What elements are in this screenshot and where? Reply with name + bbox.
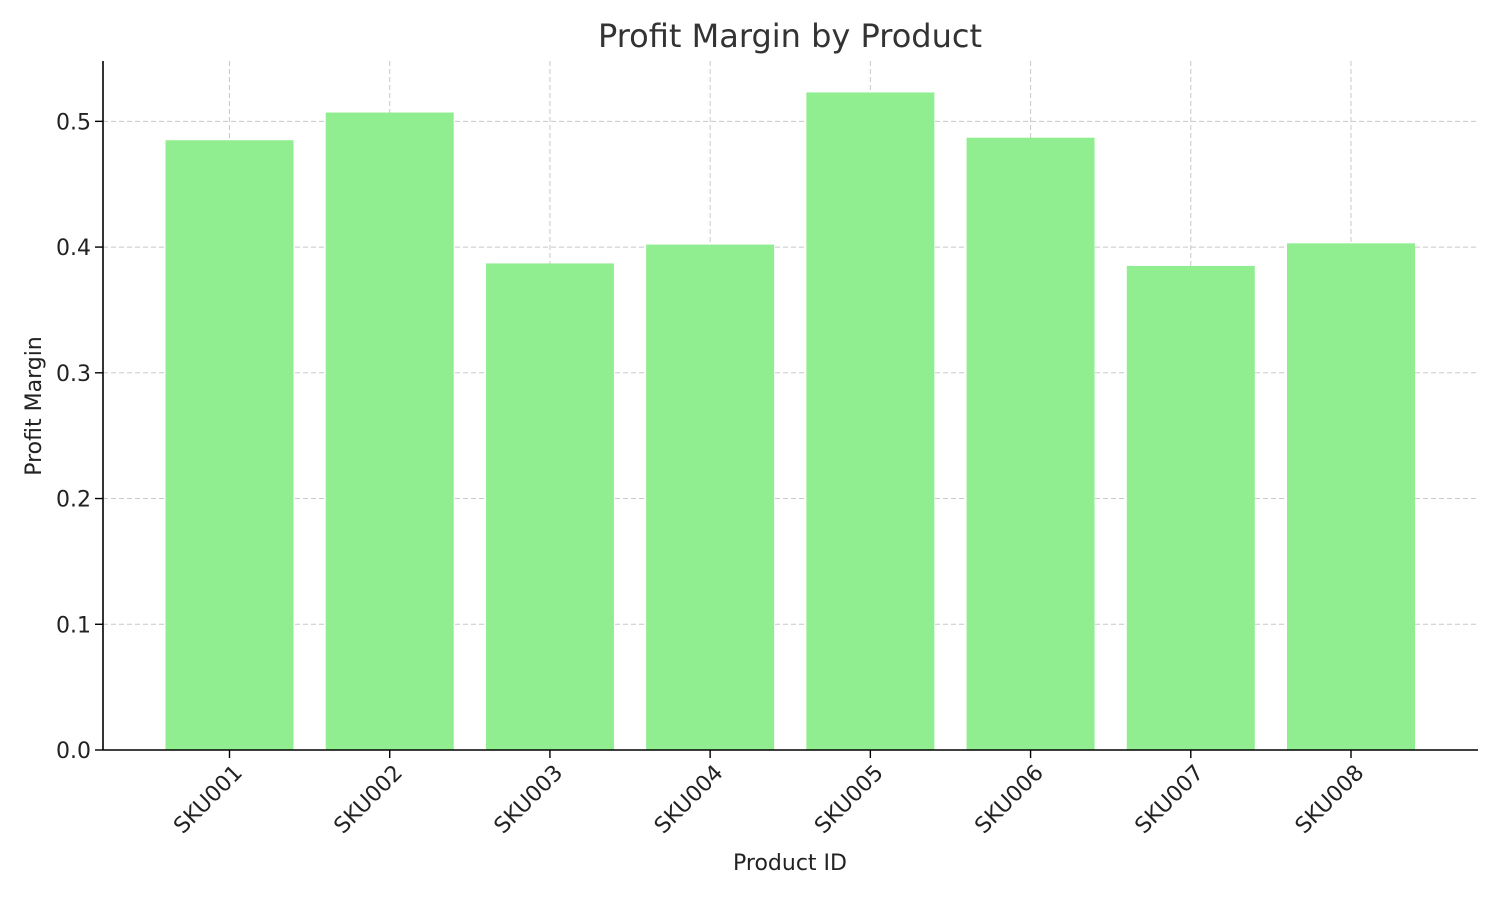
- chart-title: Profit Margin by Product: [598, 17, 982, 55]
- x-tick-label: SKU005: [810, 761, 888, 839]
- bar-sku007: [1126, 265, 1255, 750]
- x-tick-label: SKU004: [650, 761, 728, 839]
- bar-sku003: [485, 263, 614, 750]
- x-axis-label: Product ID: [733, 851, 847, 876]
- x-tick-label: SKU008: [1291, 761, 1369, 839]
- bar-sku002: [325, 112, 454, 751]
- x-tick-label: SKU007: [1131, 761, 1209, 839]
- bar-sku008: [1287, 243, 1415, 750]
- y-tick-label: 0.3: [56, 362, 91, 387]
- x-tick-label: SKU001: [169, 761, 247, 839]
- bar-sku004: [646, 244, 775, 751]
- y-tick-label: 0.1: [56, 613, 91, 638]
- y-tick-label: 0.0: [56, 739, 91, 764]
- bar-sku005: [806, 92, 935, 750]
- y-tick-label: 0.5: [56, 110, 91, 135]
- y-ticks: 0.0 0.1 0.2 0.3 0.4 0.5: [56, 110, 103, 764]
- x-tick-label: SKU002: [330, 761, 408, 839]
- y-tick-label: 0.4: [56, 236, 91, 261]
- x-tick-label: SKU003: [490, 761, 568, 839]
- y-axis-label: Profit Margin: [22, 336, 47, 476]
- y-tick-label: 0.2: [56, 488, 91, 513]
- x-tick-label: SKU006: [970, 761, 1048, 839]
- x-ticks: SKU001 SKU002 SKU003 SKU004 SKU005 SKU006 SKU0…: [169, 750, 1369, 839]
- bars: [165, 92, 1415, 751]
- bar-sku006: [966, 137, 1095, 750]
- bar-sku001: [165, 140, 294, 751]
- grid: [103, 61, 1478, 750]
